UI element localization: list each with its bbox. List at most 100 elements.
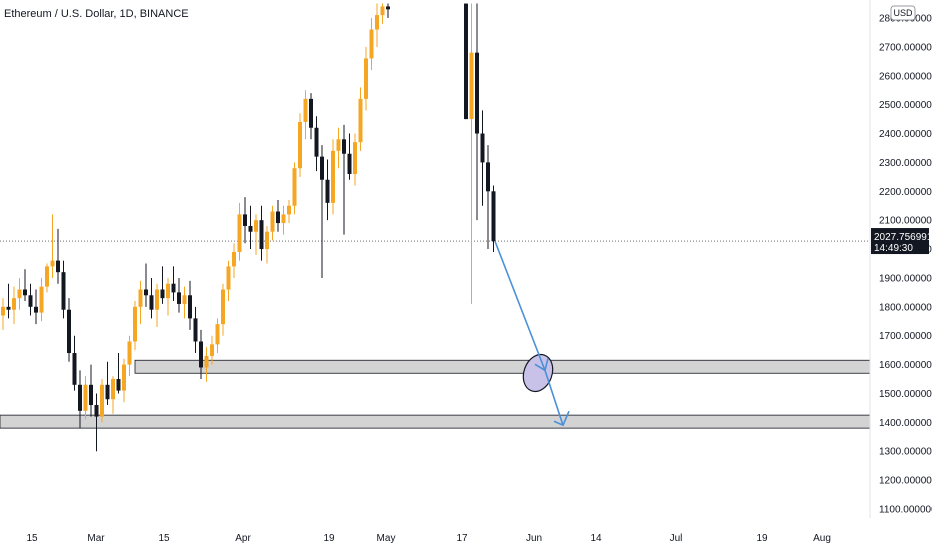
candle-body (226, 266, 231, 290)
candle-body (369, 29, 374, 59)
candle-body (491, 191, 496, 242)
candle (199, 329, 203, 380)
price-tick-label: 1500.000000 (879, 389, 932, 400)
candle (1, 298, 5, 330)
candle (144, 263, 148, 307)
candle (287, 199, 291, 224)
price-tick-label: 1200.000000 (879, 476, 932, 487)
candle (303, 90, 308, 140)
candle (67, 298, 71, 362)
candle (386, 3, 390, 18)
candle-body (188, 295, 192, 319)
currency-label: USD (893, 8, 913, 18)
candle-body (237, 214, 242, 252)
candle (232, 243, 236, 278)
candle (171, 266, 176, 302)
candle (177, 277, 181, 313)
candle-body (375, 15, 379, 30)
candle-body (67, 309, 71, 354)
projection-drawing[interactable] (494, 240, 570, 427)
candle-body (61, 272, 66, 310)
candle-body (182, 295, 187, 304)
support-zone[interactable] (134, 359, 871, 374)
candle-body (100, 384, 104, 417)
candle-body (160, 289, 165, 299)
candle (215, 318, 220, 354)
candle-body (325, 179, 330, 203)
candle-body (309, 98, 313, 128)
candle (281, 205, 286, 235)
candle (320, 145, 324, 278)
candle-body (94, 405, 99, 417)
candle (149, 277, 154, 319)
candle (6, 283, 11, 319)
candle-body (199, 341, 203, 368)
time-tick-label: 19 (756, 533, 768, 544)
candle-body (254, 220, 258, 232)
projection-arrow-segment[interactable] (494, 240, 546, 371)
candle-body (144, 289, 148, 296)
price-tick-label: 1600.000000 (879, 360, 932, 371)
candle (166, 277, 170, 316)
support-zone[interactable] (0, 414, 871, 429)
countdown-timer: 14:49:30 (874, 243, 913, 254)
candle (491, 185, 496, 252)
time-tick-label: Jul (670, 533, 683, 544)
time-tick-label: 15 (26, 533, 38, 544)
candle-body (45, 266, 49, 287)
candle (298, 113, 302, 177)
candle-body (34, 306, 38, 313)
time-axis[interactable]: 15 Mar 15 Apr 19 May 17 Jun 14 Jul 19 Aug (26, 533, 830, 544)
candle (182, 286, 187, 319)
candle-body (386, 6, 390, 10)
candle-body (336, 139, 341, 151)
candle (12, 286, 16, 325)
candle-body (475, 52, 479, 134)
candle-body (265, 231, 269, 250)
candle-body (486, 162, 490, 192)
candle-body (28, 295, 33, 307)
price-tick-label: 1900.000000 (879, 273, 932, 284)
candle-body (111, 379, 115, 400)
candle (127, 335, 132, 377)
candle (314, 116, 319, 172)
candle-body (221, 289, 225, 325)
candle-body (243, 214, 247, 226)
candle (248, 205, 253, 250)
last-price-badge: 2027.756991 14:49:30 (871, 228, 932, 255)
candle-body (358, 98, 363, 143)
price-tick-label: 2600.000000 (879, 71, 932, 82)
candle-body (380, 6, 385, 16)
candle-body (12, 298, 16, 310)
candle (486, 145, 490, 250)
price-tick-label: 2400.000000 (879, 129, 932, 140)
target-ellipse[interactable] (518, 350, 557, 395)
candle-body (259, 220, 264, 250)
candle (138, 280, 143, 325)
candle (83, 376, 88, 420)
price-axis[interactable]: 1100.000000 1200.000000 1300.000000 1400.00… (879, 14, 932, 516)
candle (28, 283, 33, 316)
candle (89, 364, 93, 417)
time-tick-label: 17 (456, 533, 468, 544)
candle-body (464, 3, 468, 120)
candle (78, 370, 82, 429)
candle (133, 301, 137, 351)
candle-body (347, 153, 352, 174)
candle (210, 335, 214, 365)
candle (94, 393, 99, 452)
last-price-value: 2027.756991 (874, 232, 932, 243)
candle-body (39, 286, 44, 313)
candle (56, 228, 60, 284)
candle-body (83, 384, 88, 411)
candle (375, 3, 379, 47)
currency-badge[interactable]: USD (890, 5, 916, 21)
projection-arrow-segment[interactable] (544, 370, 564, 426)
candle (364, 46, 368, 111)
candle (237, 202, 242, 261)
candle (193, 306, 198, 354)
price-tick-label: 2100.000000 (879, 216, 932, 227)
candle (292, 162, 297, 215)
candle (336, 127, 341, 169)
